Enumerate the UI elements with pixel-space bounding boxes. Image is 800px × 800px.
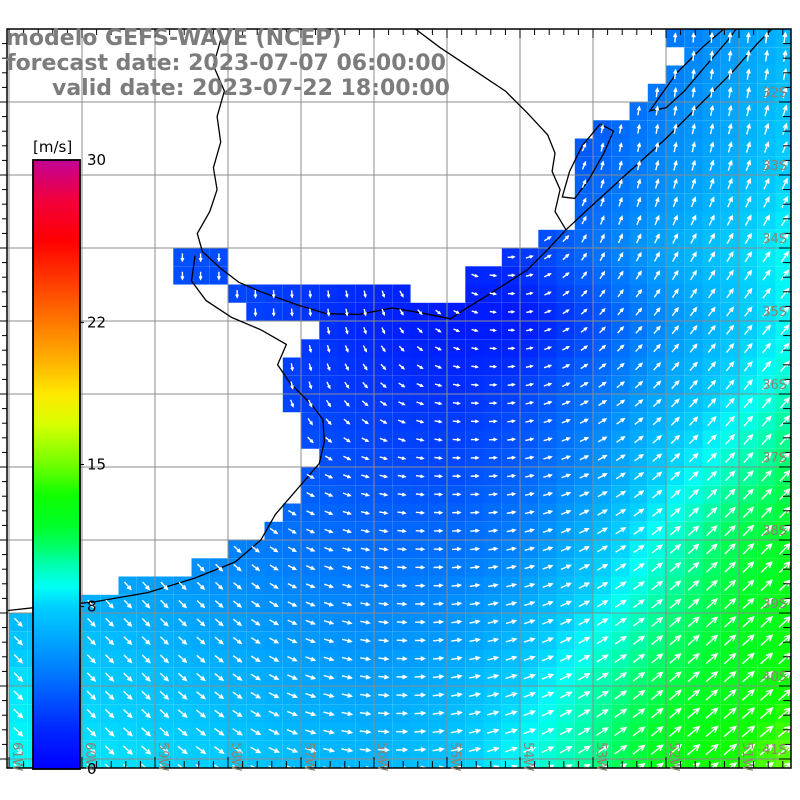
lon-tick-label: 59W <box>155 742 170 772</box>
colorbar: [m/s] 30 22 15 8 0 <box>32 138 106 778</box>
lon-tick-label: 53W <box>593 742 608 772</box>
map-title-block: modelo GEFS-WAVE (NCEP) forecast date: 2… <box>6 26 450 101</box>
lat-tick-label: 34S <box>762 232 787 247</box>
model-title: modelo GEFS-WAVE (NCEP) <box>6 26 342 51</box>
valid-date-label: valid date: 2023-07-22 18:00:00 <box>52 76 450 101</box>
lon-tick-label: 52W <box>666 742 681 772</box>
lon-tick-label: 54W <box>520 742 535 772</box>
colorbar-tick-label: 8 <box>87 598 97 616</box>
colorbar-unit-label: [m/s] <box>33 138 72 156</box>
lat-tick-label: 39S <box>762 597 787 612</box>
colorbar-tick-label: 0 <box>87 760 97 778</box>
frame-tick-marks <box>0 29 791 768</box>
lon-tick-label: 61W <box>9 742 24 772</box>
lat-tick-label: 41S <box>762 743 787 758</box>
lat-axis-labels: 32S 33S 34S 35S 36S 37S 38S 39S 40S 41S <box>762 86 787 758</box>
lon-tick-label: 60W <box>82 742 97 772</box>
lon-tick-label: 51W <box>739 742 754 772</box>
lon-tick-label: 56W <box>374 742 389 772</box>
lon-tick-label: 58W <box>228 742 243 772</box>
lon-tick-label: 57W <box>301 742 316 772</box>
lat-tick-label: 35S <box>762 305 787 320</box>
map-frame <box>6 28 792 769</box>
lat-tick-label: 37S <box>762 451 787 466</box>
lon-axis-labels: 61W 60W 59W 58W 57W 56W 55W 54W 53W 52W 51W <box>9 742 754 772</box>
colorbar-tick-label: 15 <box>87 456 106 474</box>
colorbar-tick-label: 30 <box>87 151 106 169</box>
lat-tick-label: 33S <box>762 159 787 174</box>
lat-lon-gridlines <box>7 29 791 768</box>
direction-arrows <box>13 31 791 768</box>
lat-tick-label: 32S <box>762 86 787 101</box>
colorbar-tick-label: 22 <box>87 313 106 331</box>
forecast-date-label: forecast date: 2023-07-07 06:00:00 <box>6 51 446 76</box>
lat-tick-label: 36S <box>762 378 787 393</box>
lat-tick-label: 38S <box>762 524 787 539</box>
lon-tick-label: 55W <box>447 742 462 772</box>
colorbar-gradient <box>32 159 81 770</box>
lat-tick-label: 40S <box>762 670 787 685</box>
